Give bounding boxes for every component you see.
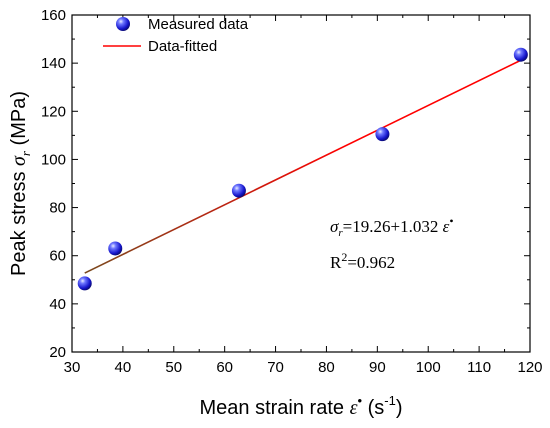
r-squared: R2=0.962 <box>330 250 395 272</box>
y-axis-title: Peak stress σr (MPa) <box>8 91 33 276</box>
x-tick-label: 50 <box>165 359 182 376</box>
fitted-line <box>84 59 522 274</box>
legend-marker-measured <box>116 17 130 31</box>
y-tick-label: 40 <box>49 296 66 313</box>
eq-body: =19.26+1.032 <box>343 217 443 236</box>
x-title-dot: • <box>357 393 362 408</box>
data-point <box>77 276 92 291</box>
r2-value: =0.962 <box>347 253 395 272</box>
y-tick-label: 100 <box>41 151 66 168</box>
legend-label-measured: Measured data <box>148 16 249 33</box>
eq-epsilon-dot: • <box>449 214 453 228</box>
x-tick-label: 100 <box>416 359 441 376</box>
data-point <box>513 47 528 62</box>
x-axis-title: Mean strain rate ε• (s-1) <box>200 393 403 419</box>
x-tick-label: 80 <box>318 359 335 376</box>
y-tick-label: 20 <box>49 344 66 361</box>
x-title-unit-sup: -1 <box>384 393 396 408</box>
x-tick-label: 40 <box>115 359 132 376</box>
r2-label: R <box>330 253 342 272</box>
x-tick-label: 70 <box>267 359 284 376</box>
y-title-sub: r <box>18 150 33 156</box>
tick-labels: 30 40 50 60 70 80 90 100 110 120 20 40 60 80 100 120 140… <box>41 7 543 376</box>
legend-label-fitted: Data-fitted <box>148 38 217 55</box>
fit-equation: σr=19.26+1.032 ε• <box>330 214 454 239</box>
x-tick-label: 120 <box>517 359 542 376</box>
eq-sigma: σ <box>330 217 339 236</box>
plot-area <box>71 14 531 353</box>
series-layer <box>77 47 528 291</box>
r2-sup: 2 <box>341 250 347 264</box>
x-tick-label: 30 <box>64 359 81 376</box>
y-tick-label: 160 <box>41 7 66 24</box>
x-tick-label: 110 <box>467 359 491 376</box>
x-title-unit-open: (s <box>362 397 384 419</box>
y-title-sigma: σ <box>8 155 30 166</box>
x-tick-label: 90 <box>369 359 386 376</box>
eq-epsilon: ε <box>443 217 450 236</box>
y-title-text: Peak stress <box>8 166 30 276</box>
data-point <box>375 127 390 142</box>
x-title-text: Mean strain rate <box>200 397 350 419</box>
y-tick-label: 120 <box>41 103 66 120</box>
tick-marks <box>71 14 531 353</box>
x-title-unit-close: ) <box>396 397 403 419</box>
eq-sigma-sub: r <box>338 227 343 239</box>
x-tick-label: 60 <box>216 359 233 376</box>
x-title-epsilon: ε <box>350 397 358 419</box>
y-tick-label: 60 <box>49 248 66 265</box>
y-tick-label: 80 <box>49 200 66 217</box>
y-title-unit: (MPa) <box>8 91 30 151</box>
y-tick-label: 140 <box>41 55 66 72</box>
legend: Measured data Data-fitted <box>103 16 249 55</box>
data-point <box>108 241 123 256</box>
data-point <box>231 183 246 198</box>
